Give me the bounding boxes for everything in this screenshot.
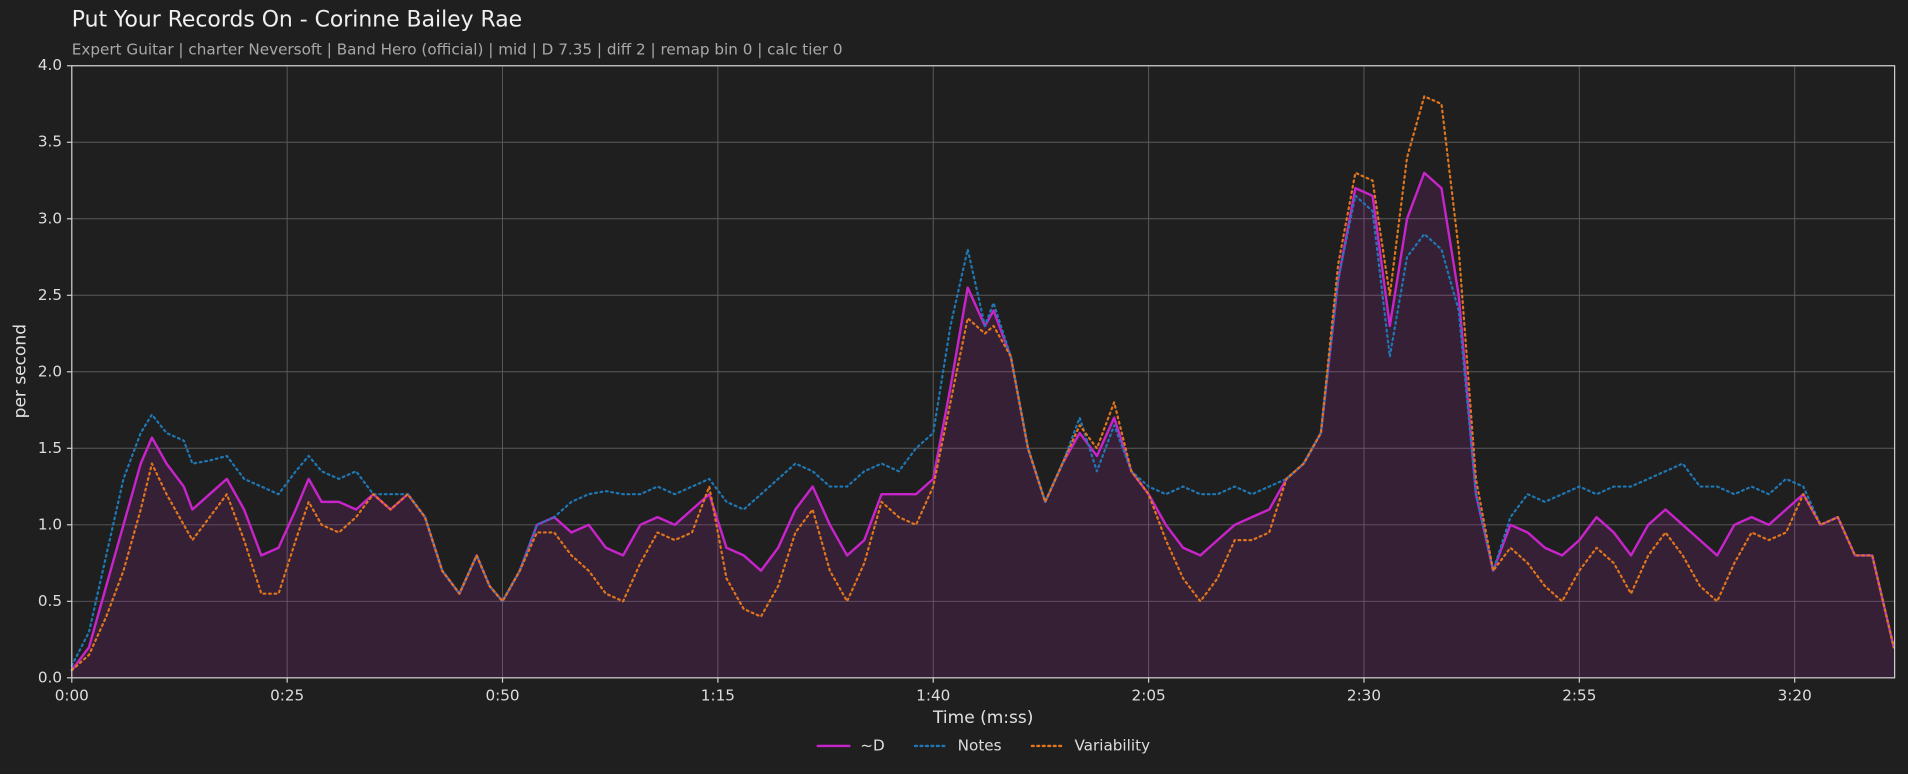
y-tick-label: 1.0 [38,515,62,533]
plot-marks [70,95,1895,678]
y-tick-label: 3.5 [38,133,62,151]
y-tick-label: 2.0 [38,362,62,380]
x-tick-label: 2:55 [1562,687,1596,705]
x-tick-label: 0:50 [485,687,519,705]
x-tick-label: 0:25 [270,687,304,705]
y-tick-label: 2.5 [38,286,62,304]
x-axis-label: Time (m:ss) [932,708,1033,728]
chart-subtitle: Expert Guitar | charter Neversoft | Band… [72,40,843,58]
y-tick-label: 0.0 [38,668,62,686]
y-tick-label: 3.0 [38,209,62,227]
series-line [70,95,1895,672]
chart-title: Put Your Records On - Corinne Bailey Rae [72,8,522,33]
x-tick-label: 3:20 [1778,687,1812,705]
axes: 0:00 0:25 0:50 1:15 1:40 2:05 2:30 2:55 3:20 0.0 0… [38,56,1812,704]
series-line [70,194,1895,667]
x-tick-label: 2:05 [1132,687,1166,705]
legend-label: Variability [1074,736,1150,754]
y-tick-label: 1.5 [38,439,62,457]
legend-label: ~D [860,736,884,754]
x-tick-label: 2:30 [1347,687,1381,705]
series-line [70,171,1895,672]
x-tick-label: 1:40 [916,687,950,705]
x-tick-label: 1:15 [701,687,735,705]
legend: ~D Notes Variability [816,736,1150,754]
x-tick-label: 0:00 [55,687,89,705]
y-axis-label: per second [11,324,31,418]
y-tick-label: 4.0 [38,56,62,74]
y-tick-label: 0.5 [38,592,62,610]
legend-label: Notes [958,736,1002,754]
